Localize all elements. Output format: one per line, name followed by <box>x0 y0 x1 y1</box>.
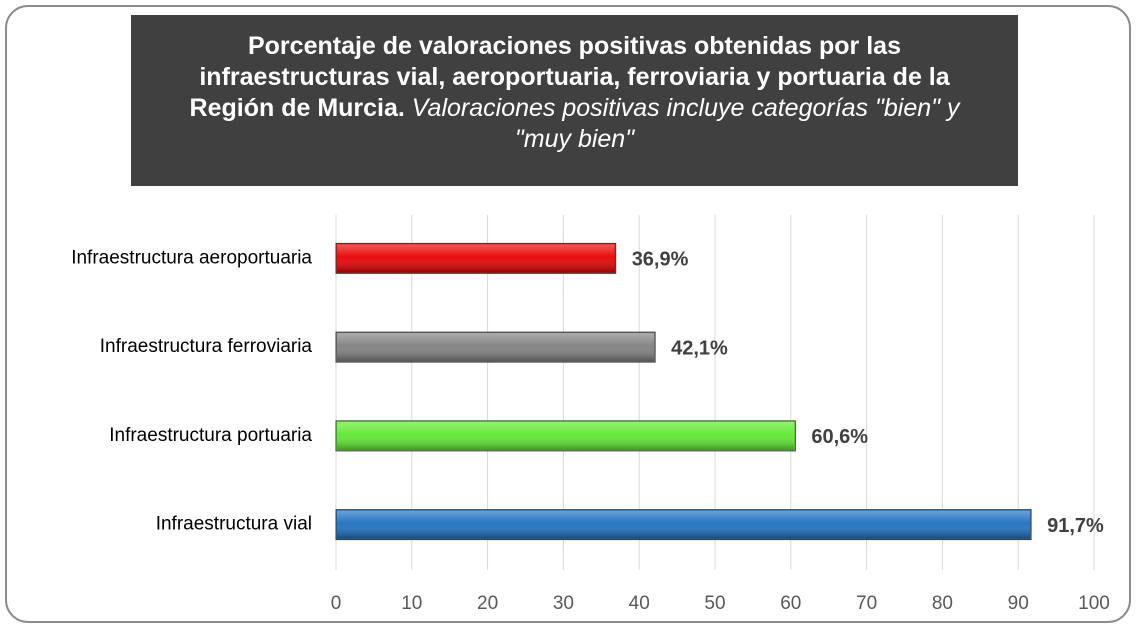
x-tick-label: 70 <box>856 593 877 614</box>
x-tick-label: 90 <box>1008 593 1029 614</box>
value-label: 91,7% <box>1047 515 1104 537</box>
chart-title: Porcentaje de valoraciones positivas obt… <box>189 32 950 122</box>
x-tick-label: 30 <box>553 593 574 614</box>
chart-subtitle: Valoraciones positivas incluye categoría… <box>411 94 960 153</box>
bar-shine <box>337 333 655 362</box>
x-tick-label: 60 <box>780 593 801 614</box>
x-tick-label: 100 <box>1078 593 1110 614</box>
title-box: Porcentaje de valoraciones positivas obt… <box>131 15 1018 186</box>
x-tick-label: 50 <box>704 593 725 614</box>
y-tick-label: Infraestructura vial <box>156 514 312 535</box>
x-tick-label: 40 <box>629 593 650 614</box>
y-tick-label: Infraestructura aeroportuaria <box>71 247 312 268</box>
value-label: 42,1% <box>671 337 728 359</box>
x-tick-label: 0 <box>331 593 342 614</box>
value-label: 60,6% <box>811 426 868 448</box>
x-tick-label: 10 <box>401 593 422 614</box>
x-tick-label: 20 <box>477 593 498 614</box>
y-tick-label: Infraestructura ferroviaria <box>100 336 313 357</box>
value-label: 36,9% <box>632 249 689 271</box>
bar-shine <box>337 244 615 273</box>
x-tick-label: 80 <box>932 593 953 614</box>
bar-shine <box>337 421 795 450</box>
bar-shine <box>337 510 1031 539</box>
y-tick-label: Infraestructura portuaria <box>109 425 312 446</box>
